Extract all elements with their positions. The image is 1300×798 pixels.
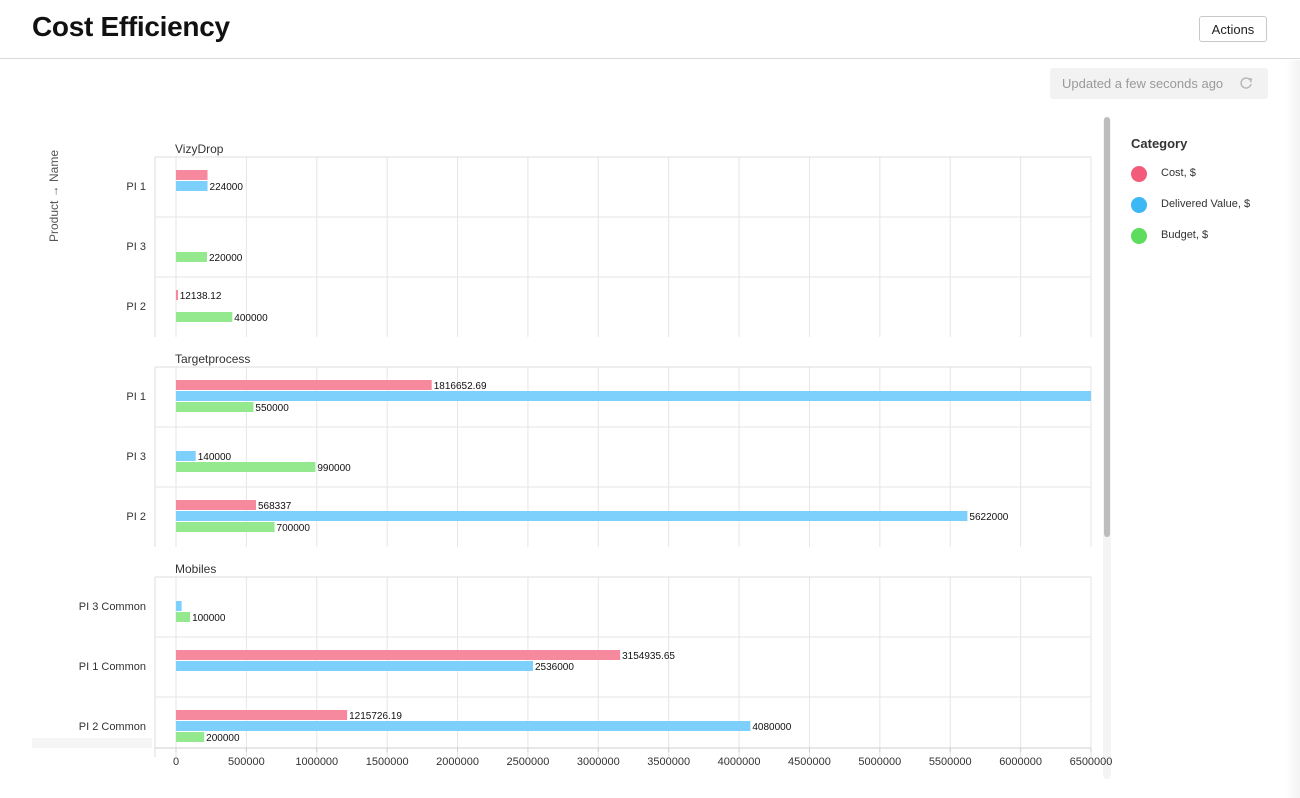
data-label: 3154935.65	[622, 651, 675, 662]
x-tick-label: 4000000	[718, 756, 761, 768]
x-tick-label: 1000000	[295, 756, 338, 768]
data-label: 224000	[210, 182, 244, 193]
data-label: 568337	[258, 501, 292, 512]
bar-delivered-value	[176, 661, 533, 671]
group-label: VizyDrop	[175, 142, 224, 156]
x-tick-label: 5000000	[858, 756, 901, 768]
right-edge-shadow	[1286, 60, 1300, 798]
row-label: PI 1 Common	[79, 661, 146, 673]
x-tick-label: 2000000	[436, 756, 479, 768]
bar-budget	[176, 312, 233, 322]
legend-swatch-budget	[1131, 228, 1147, 244]
page-header: Cost Efficiency Actions	[0, 0, 1300, 59]
refresh-icon[interactable]	[1238, 75, 1254, 96]
legend-swatch-delivered-value	[1131, 197, 1147, 213]
bar-budget	[176, 252, 207, 262]
bar-cost	[176, 710, 348, 720]
legend-swatch-cost	[1131, 166, 1147, 182]
chart-scrollbar-thumb[interactable]	[1104, 117, 1110, 537]
data-label: 12138.12	[180, 291, 222, 302]
bar-delivered-value	[176, 721, 751, 731]
data-label: 1215726.19	[349, 711, 402, 722]
bar-cost	[176, 650, 621, 660]
row-label: PI 1	[126, 391, 146, 403]
row-label: PI 2	[126, 511, 146, 523]
x-tick-label: 6000000	[999, 756, 1042, 768]
legend: Category Cost, $ Delivered Value, $ Budg…	[1131, 136, 1271, 260]
group-label: Mobiles	[175, 562, 216, 576]
row-label: PI 1	[126, 181, 146, 193]
legend-item-delivered-value[interactable]: Delivered Value, $	[1131, 197, 1271, 216]
data-label: 2536000	[535, 662, 574, 673]
x-tick-label: 1500000	[366, 756, 409, 768]
row-label: PI 3	[126, 241, 146, 253]
data-label: 200000	[206, 733, 240, 744]
row-label-panel-edge	[32, 738, 152, 748]
bar-budget	[176, 402, 254, 412]
data-label: 5622000	[969, 512, 1008, 523]
data-label: 700000	[277, 523, 311, 534]
row-label: PI 3	[126, 451, 146, 463]
bar-budget	[176, 462, 316, 472]
bar-delivered-value	[176, 601, 182, 611]
bar-cost	[176, 500, 257, 510]
bar-delivered-value	[176, 511, 968, 521]
data-label: 990000	[317, 463, 351, 474]
data-label: 1816652.69	[434, 381, 487, 392]
data-label: 550000	[255, 403, 289, 414]
data-label: 220000	[209, 253, 243, 264]
data-label: 140000	[198, 452, 232, 463]
bar-cost	[176, 170, 208, 180]
y-axis-title: Product → Name	[47, 150, 61, 242]
legend-label-delivered-value: Delivered Value, $	[1161, 198, 1251, 210]
x-tick-label: 4500000	[788, 756, 831, 768]
bar-cost	[176, 290, 178, 300]
legend-label-budget: Budget, $	[1161, 229, 1209, 241]
x-tick-label: 5500000	[929, 756, 972, 768]
bar-budget	[176, 612, 191, 622]
x-tick-label: 0	[173, 756, 179, 768]
legend-label-cost: Cost, $	[1161, 167, 1196, 179]
x-tick-label: 6500000	[1070, 756, 1113, 768]
data-label: 4080000	[752, 722, 791, 733]
data-label: 400000	[234, 313, 268, 324]
updated-status: Updated a few seconds ago	[1050, 68, 1268, 99]
legend-title: Category	[1131, 136, 1188, 151]
updated-text: Updated a few seconds ago	[1062, 76, 1224, 91]
bar-delivered-value	[176, 451, 196, 461]
x-tick-label: 3500000	[647, 756, 690, 768]
x-tick-label: 2500000	[507, 756, 550, 768]
bar-delivered-value	[176, 181, 208, 191]
row-label: PI 2 Common	[79, 721, 146, 733]
group-label: Targetprocess	[175, 352, 250, 366]
page-title: Cost Efficiency	[32, 11, 230, 42]
x-tick-label: 500000	[228, 756, 265, 768]
actions-button[interactable]: Actions	[1199, 16, 1267, 42]
x-tick-label: 3000000	[577, 756, 620, 768]
bar-cost	[176, 380, 432, 390]
bar-budget	[176, 732, 205, 742]
bar-budget	[176, 522, 275, 532]
legend-item-cost[interactable]: Cost, $	[1131, 166, 1271, 185]
legend-item-budget[interactable]: Budget, $	[1131, 228, 1271, 247]
row-label: PI 3 Common	[79, 601, 146, 613]
data-label: 100000	[192, 613, 226, 624]
bar-delivered-value	[176, 391, 1091, 401]
row-label: PI 2	[126, 301, 146, 313]
